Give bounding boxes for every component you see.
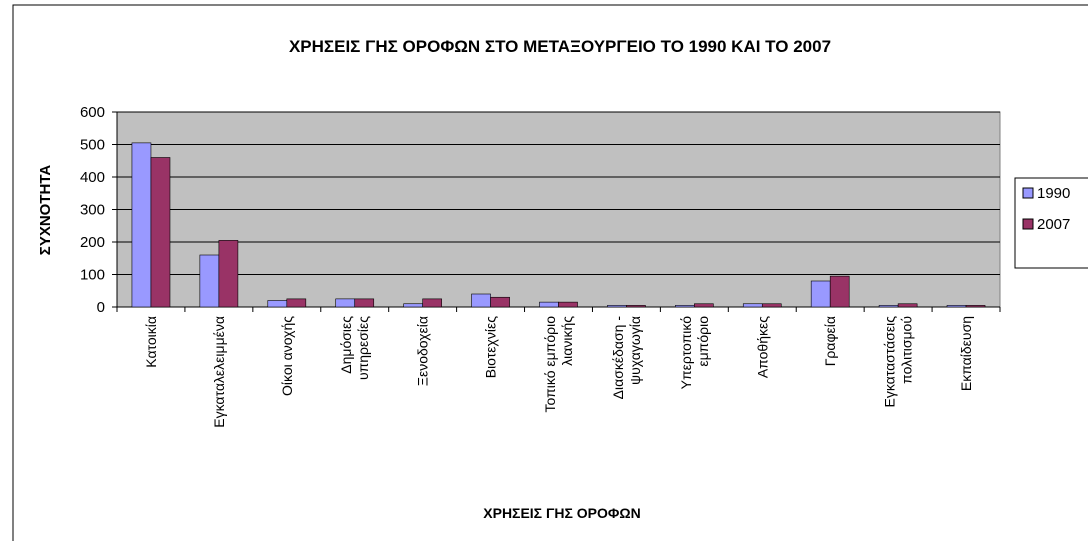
bar	[742, 303, 763, 308]
chart-title: ΧΡΗΣΕΙΣ ΓΗΣ ΟΡΟΦΩΝ ΣΤΟ ΜΕΤΑΞΟΥΡΓΕΙΟ ΤΟ 1…	[289, 37, 831, 56]
bar	[965, 305, 986, 308]
y-axis-title: ΣΥΧΝΟΤΗΤΑ	[37, 165, 54, 256]
legend-label: 2007	[1037, 216, 1070, 233]
bar	[878, 305, 899, 308]
bar	[150, 157, 171, 308]
bar	[558, 301, 578, 308]
y-tick-label: 0	[97, 299, 105, 316]
x-tick-label: Εγκαταστάσειςπολιτισμού	[882, 316, 915, 408]
bar	[286, 298, 307, 308]
x-tick-label: Ξενοδοχεία	[415, 316, 431, 386]
bar	[761, 303, 782, 308]
bar	[694, 303, 714, 308]
bar	[897, 303, 918, 308]
x-tick-label: Οίκοι ανοχής	[279, 316, 295, 396]
x-tick-label: Γραφεία	[822, 316, 838, 366]
bar	[218, 240, 239, 308]
bar	[490, 296, 510, 308]
x-tick-label: Δημόσιεςυπηρεσίες	[338, 316, 371, 380]
x-tick-label: Διασκέδαση -ψυχαγωγία	[610, 316, 643, 400]
legend-swatch	[1022, 187, 1034, 199]
bar	[335, 298, 356, 308]
bar	[626, 305, 646, 308]
bar	[675, 305, 695, 308]
bar	[810, 280, 831, 308]
x-tick-label: Τοπικό εμπόριολιανικής	[542, 316, 575, 413]
legend-swatch	[1022, 218, 1034, 230]
bar	[829, 275, 850, 308]
bar	[131, 142, 152, 308]
x-tick-label: Εγκαταλελειμμένα	[211, 316, 227, 428]
bar	[471, 293, 491, 308]
x-tick-label: Αποθήκες	[754, 316, 770, 378]
bar	[354, 298, 375, 308]
y-tick-label: 500	[80, 137, 105, 154]
bar	[607, 305, 627, 308]
x-tick-label: Εκπαίδευση	[958, 316, 974, 391]
legend-label: 1990	[1037, 185, 1070, 202]
y-tick-label: 400	[80, 169, 105, 186]
y-tick-label: 600	[80, 104, 105, 121]
x-tick-label: Βιοτεχνίες	[483, 316, 499, 379]
y-tick-label: 200	[80, 234, 105, 251]
bar	[539, 301, 559, 308]
bar	[403, 303, 423, 308]
x-tick-label: Κατοικία	[143, 316, 159, 368]
bar	[199, 254, 220, 308]
y-tick-label: 300	[80, 202, 105, 219]
x-tick-label: Υπερτοπικόεμπόριο	[678, 316, 711, 390]
bar	[267, 300, 288, 308]
x-axis-title: ΧΡΗΣΕΙΣ ΓΗΣ ΟΡΟΦΩΝ	[483, 505, 640, 521]
bar	[946, 305, 967, 308]
y-tick-label: 100	[80, 267, 105, 284]
bar	[422, 298, 442, 308]
